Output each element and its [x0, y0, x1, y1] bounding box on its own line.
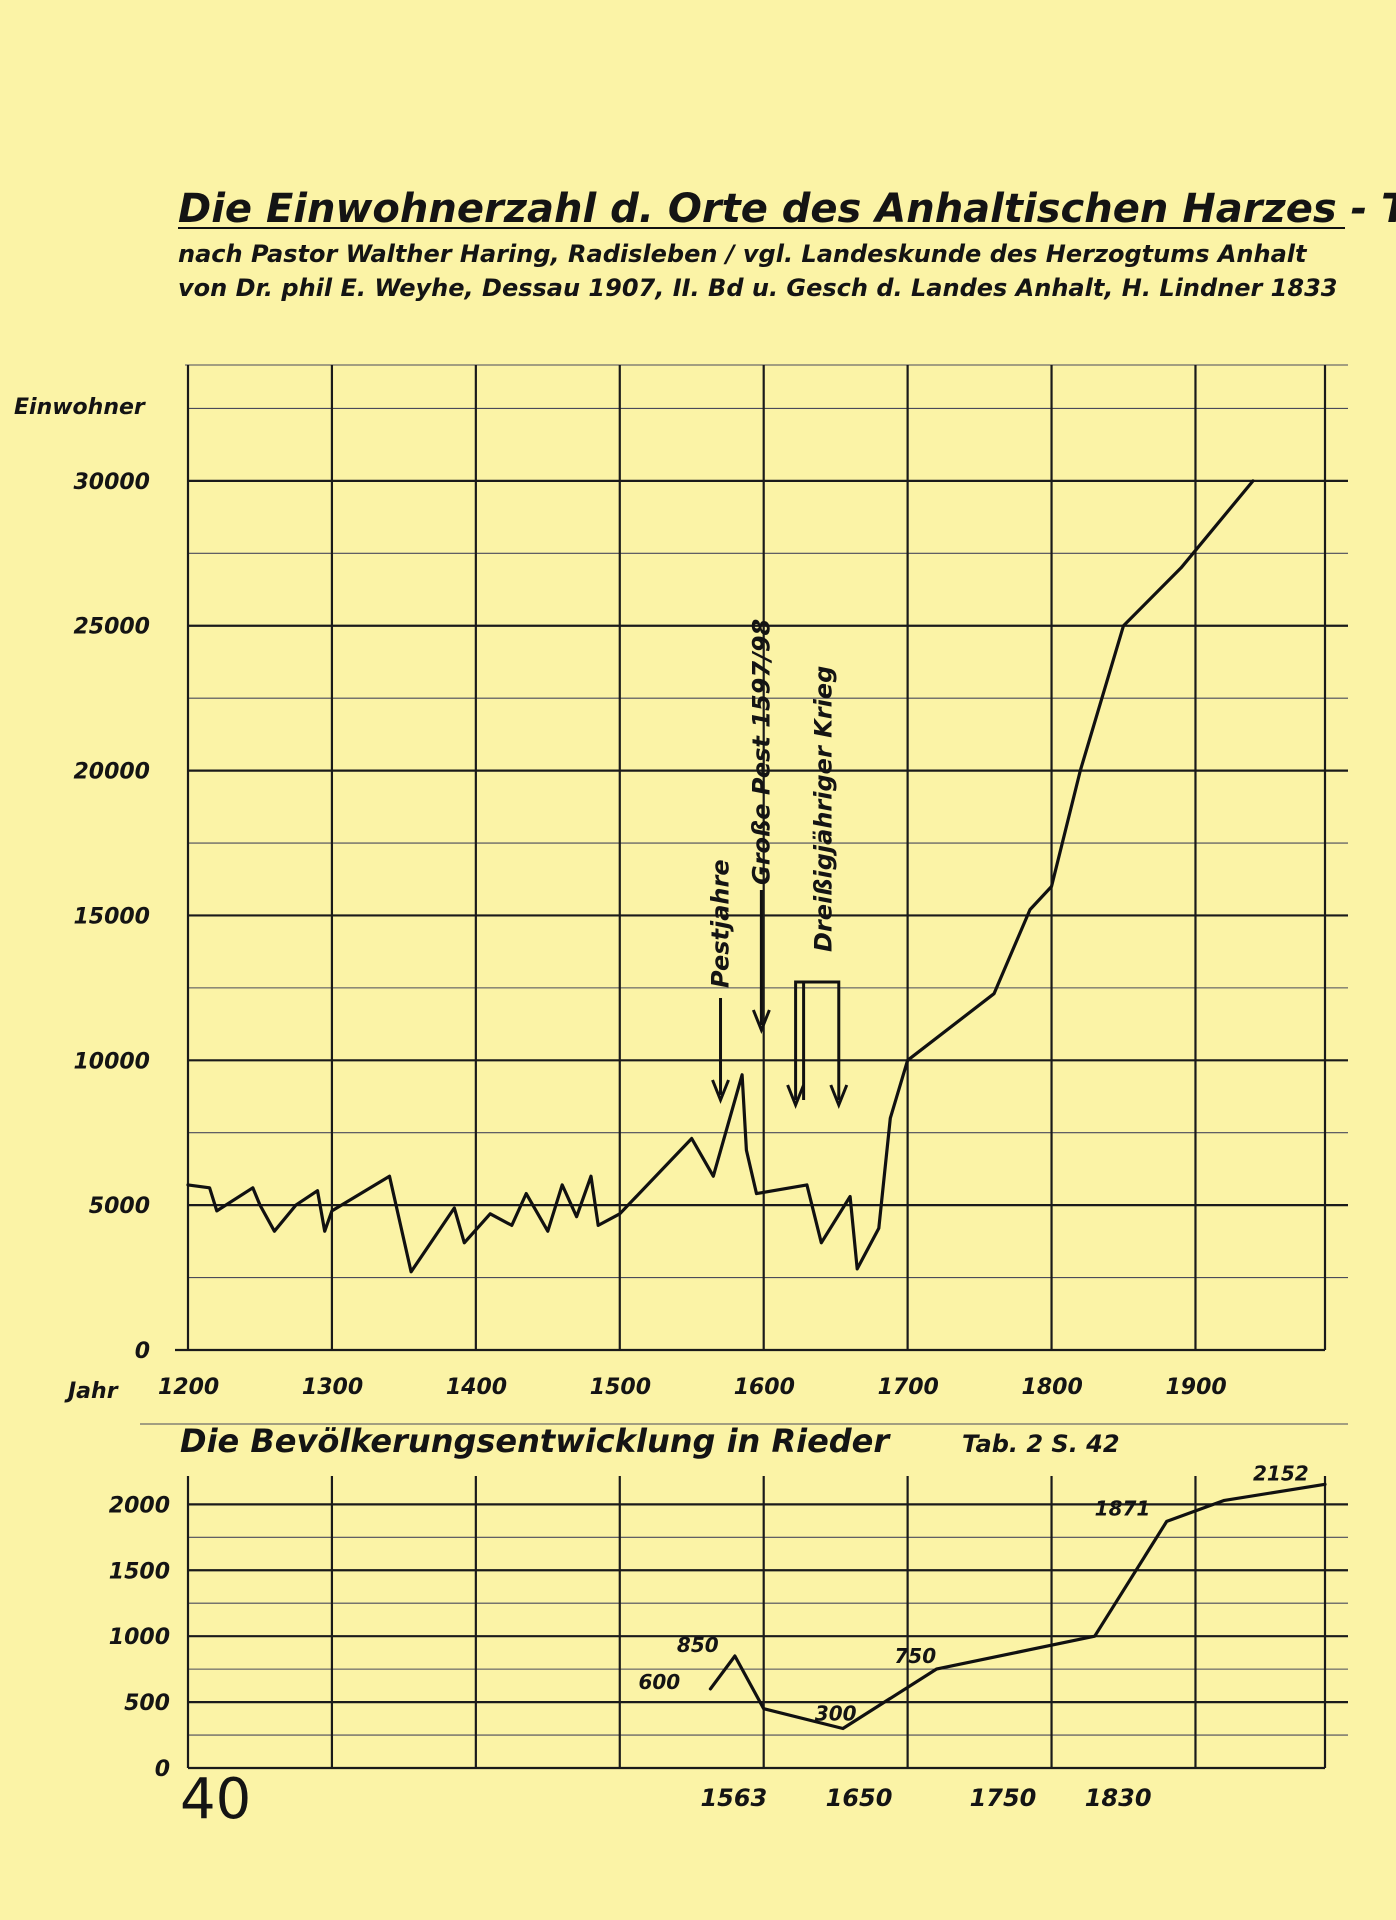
top-y-tick-label: 30000: [73, 470, 150, 495]
bottom-series-line: [708, 1482, 1327, 1731]
bottom-y-tick-label: 500: [124, 1691, 170, 1716]
bottom-x-tick-label: 1563: [700, 1784, 767, 1812]
top-x-tick-label: 1900: [1165, 1375, 1226, 1400]
bottom-point-label: 750: [894, 1644, 936, 1668]
top-x-tick-label: 1500: [590, 1375, 651, 1400]
chart-subtitle-line2: von Dr. phil E. Weyhe, Dessau 1907, II. …: [178, 274, 1337, 302]
chart-subtitle-line1: nach Pastor Walther Haring, Radisleben /…: [178, 240, 1308, 268]
bottom-chart-y-ticks: 0 500 1000 1500 2000: [109, 1493, 170, 1782]
top-x-tick-label: 1200: [158, 1375, 219, 1400]
top-chart-grid: [175, 364, 1348, 1352]
top-y-tick-label: 5000: [89, 1194, 150, 1219]
bottom-y-tick-label: 1500: [109, 1559, 170, 1584]
top-x-tick-label: 1600: [734, 1375, 795, 1400]
top-y-axis-label: Einwohner: [14, 395, 146, 420]
top-y-tick-label: 0: [135, 1339, 150, 1364]
page-number: 40: [180, 1767, 251, 1832]
bottom-point-label: 1871: [1095, 1496, 1151, 1520]
bottom-x-tick-label: 1650: [826, 1784, 893, 1812]
top-chart-annotations: Pestjahre Große Pest 1597/98 Dreißigjährig…: [707, 619, 849, 1110]
top-y-tick-label: 10000: [73, 1049, 150, 1074]
top-chart-x-ticks: 1200 1300 1400 1500 1600 1700 1800 1900: [158, 1375, 1227, 1400]
top-x-tick-label: 1300: [302, 1375, 363, 1400]
bottom-point-labels: 600 850 300 750 1871 2152: [638, 1461, 1308, 1725]
top-x-tick-label: 1800: [1022, 1375, 1083, 1400]
bottom-x-tick-label: 1750: [970, 1784, 1037, 1812]
bottom-point-label: 600: [638, 1670, 680, 1694]
bottom-y-tick-label: 2000: [109, 1493, 170, 1518]
top-y-tick-label: 20000: [73, 760, 150, 785]
top-series-line: [186, 479, 1255, 1274]
bottom-point-label: 300: [815, 1701, 857, 1725]
top-chart-y-ticks: 0 5000 10000 15000 20000 25000 30000: [73, 470, 150, 1364]
bottom-chart-title-note: Tab. 2 S. 42: [962, 1430, 1120, 1458]
annotation-arrowhead: [751, 1009, 771, 1035]
top-x-tick-label: 1700: [878, 1375, 939, 1400]
top-y-tick-label: 15000: [73, 904, 150, 929]
annotation-arrowhead: [829, 1084, 849, 1110]
annotation-arrowhead: [786, 1084, 805, 1110]
top-x-tick-label: 1400: [446, 1375, 507, 1400]
annotation-arrowhead: [711, 1079, 730, 1105]
bottom-point-label: 2152: [1253, 1461, 1309, 1485]
bottom-y-tick-label: 1000: [109, 1625, 170, 1650]
bottom-chart-x-ticks: 1563 1650 1750 1830: [700, 1784, 1151, 1812]
bottom-point-label: 850: [677, 1633, 719, 1657]
annotation-dreissigjaehriger-krieg: Dreißigjähriger Krieg: [810, 666, 838, 952]
bottom-chart-grid: [140, 1423, 1348, 1770]
top-x-axis-label: Jahr: [64, 1379, 119, 1404]
bottom-y-tick-label: 0: [155, 1757, 170, 1782]
bottom-x-tick-label: 1830: [1085, 1784, 1152, 1812]
annotation-grosse-pest: Große Pest 1597/98: [747, 619, 775, 885]
top-y-tick-label: 25000: [73, 615, 150, 640]
annotation-pestjahre: Pestjahre: [707, 859, 735, 988]
chart-title: Die Einwohnerzahl d. Orte des Anhaltisch…: [178, 186, 1396, 232]
annotation-bracket: [794, 980, 841, 1100]
bottom-chart-title: Die Bevölkerungsentwicklung in Rieder: [180, 1422, 891, 1460]
